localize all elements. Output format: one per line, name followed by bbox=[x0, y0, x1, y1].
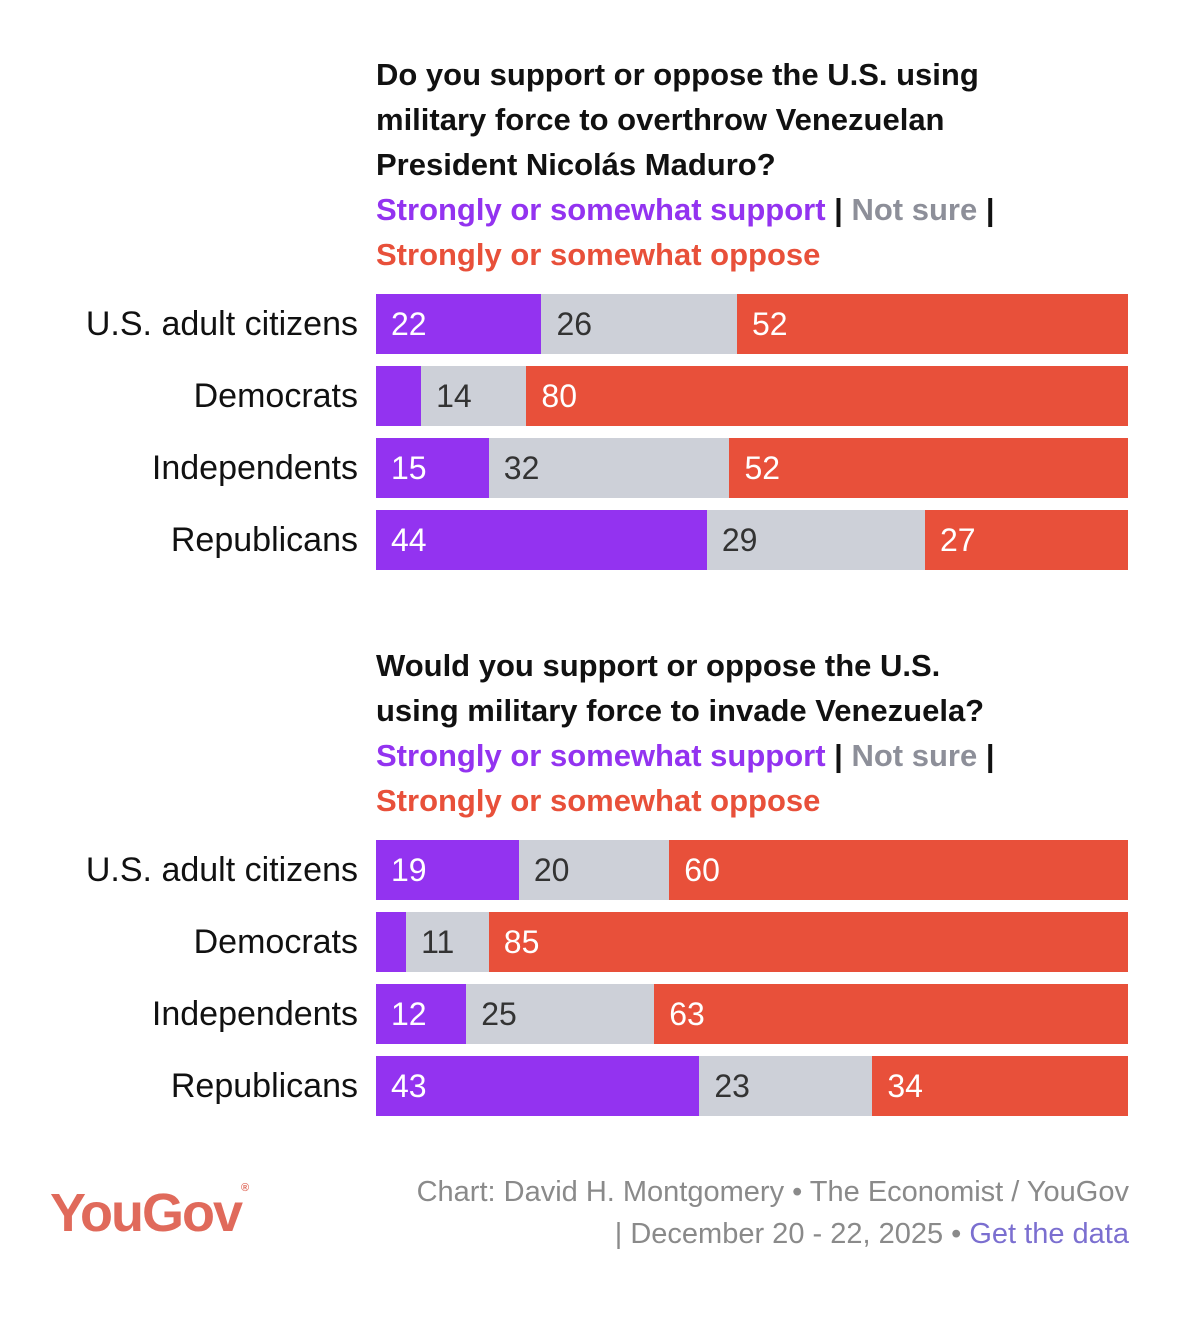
legend: Strongly or somewhat support | Not sure … bbox=[376, 187, 1136, 277]
bar-value-label: 12 bbox=[391, 996, 427, 1032]
bar-value-label: 32 bbox=[503, 450, 540, 486]
title-line: military force to overthrow Venezuelan bbox=[376, 102, 945, 137]
bar-not-sure bbox=[406, 912, 489, 972]
category-label: Independents bbox=[151, 995, 358, 1033]
bar-oppose bbox=[924, 510, 1128, 570]
category-label: U.S. adult citizens bbox=[85, 305, 358, 343]
registered-mark: ® bbox=[241, 1182, 250, 1194]
footer-credit: Chart: David H. Montgomery • The Economi… bbox=[416, 1176, 1129, 1208]
category-label: Independents bbox=[151, 449, 358, 487]
legend-separator: | bbox=[985, 738, 995, 773]
bar-support bbox=[376, 510, 707, 570]
category-label: Republicans bbox=[170, 1067, 358, 1105]
bar-not-sure bbox=[706, 510, 925, 570]
title-line: Do you support or oppose the U.S. using bbox=[376, 57, 979, 92]
legend-oppose: Strongly or somewhat oppose bbox=[376, 783, 821, 818]
legend-not-sure: Not sure bbox=[851, 192, 978, 227]
bar-value-label: 80 bbox=[541, 378, 577, 414]
get-data-link[interactable]: Get the data bbox=[969, 1218, 1129, 1250]
legend-not-sure: Not sure bbox=[851, 738, 978, 773]
bar-support bbox=[376, 984, 467, 1044]
legend-support: Strongly or somewhat support bbox=[376, 192, 826, 227]
legend: Strongly or somewhat support | Not sure … bbox=[376, 733, 1136, 823]
bar-support bbox=[376, 294, 542, 354]
bar-oppose bbox=[526, 366, 1128, 426]
footer-date: | December 20 - 22, 2025 • Get the data bbox=[615, 1218, 1129, 1251]
category-label: Republicans bbox=[170, 521, 358, 559]
chart-title: Do you support or oppose the U.S. using m… bbox=[376, 52, 1136, 187]
footer-date-text: | December 20 - 22, 2025 • bbox=[614, 1218, 970, 1250]
bar-support bbox=[376, 840, 519, 900]
bar-value-label: 26 bbox=[556, 306, 593, 342]
title-line: Would you support or oppose the U.S. bbox=[376, 648, 941, 683]
bar-oppose bbox=[654, 984, 1128, 1044]
bar-oppose bbox=[488, 912, 1128, 972]
yougov-logo: YouGov® bbox=[50, 1182, 249, 1244]
bar-not-sure bbox=[466, 984, 655, 1044]
bar-not-sure bbox=[699, 1056, 873, 1116]
bar-value-label: 85 bbox=[503, 924, 540, 960]
bar-not-sure bbox=[488, 438, 730, 498]
bar-oppose bbox=[669, 840, 1128, 900]
bar-oppose bbox=[736, 294, 1128, 354]
bar-support bbox=[376, 912, 407, 972]
title-line: using military force to invade Venezuela… bbox=[376, 693, 985, 728]
bar-value-label: 20 bbox=[533, 852, 570, 888]
bar-value-label: 27 bbox=[939, 522, 976, 558]
bar-value-label: 52 bbox=[751, 306, 788, 342]
legend-oppose: Strongly or somewhat oppose bbox=[376, 237, 821, 272]
bar-value-label: 23 bbox=[714, 1068, 750, 1104]
legend-separator: | bbox=[834, 192, 843, 227]
bar-not-sure bbox=[518, 840, 670, 900]
bar-value-label: 60 bbox=[684, 852, 720, 888]
bar-value-label: 14 bbox=[436, 378, 472, 414]
bar-oppose bbox=[729, 438, 1128, 498]
bar-value-label: 34 bbox=[887, 1068, 923, 1104]
bar-value-label: 29 bbox=[721, 522, 758, 558]
bar-value-label: 44 bbox=[391, 522, 427, 558]
legend-separator: | bbox=[834, 738, 843, 773]
bar-value-label: 11 bbox=[421, 924, 455, 960]
bar-support bbox=[376, 366, 422, 426]
legend-separator: | bbox=[985, 192, 995, 227]
bar-value-label: 63 bbox=[669, 996, 705, 1032]
bar-oppose bbox=[872, 1056, 1128, 1116]
bar-value-label: 15 bbox=[391, 450, 427, 486]
category-label: Democrats bbox=[193, 377, 358, 415]
bar-value-label: 19 bbox=[391, 852, 427, 888]
bar-not-sure bbox=[541, 294, 737, 354]
bar-value-label: 52 bbox=[744, 450, 781, 486]
category-label: U.S. adult citizens bbox=[85, 851, 358, 889]
bar-support bbox=[376, 438, 489, 498]
bar-value-label: 22 bbox=[391, 306, 427, 342]
logo-text: YouGov bbox=[50, 1183, 243, 1243]
bar-support bbox=[376, 1056, 700, 1116]
category-label: Democrats bbox=[193, 923, 358, 961]
title-line: President Nicolás Maduro? bbox=[376, 147, 776, 182]
legend-support: Strongly or somewhat support bbox=[376, 738, 826, 773]
bar-not-sure bbox=[421, 366, 527, 426]
bar-value-label: 25 bbox=[481, 996, 517, 1032]
bar-value-label: 43 bbox=[391, 1068, 427, 1104]
chart-title: Would you support or oppose the U.S. usin… bbox=[376, 643, 1136, 733]
